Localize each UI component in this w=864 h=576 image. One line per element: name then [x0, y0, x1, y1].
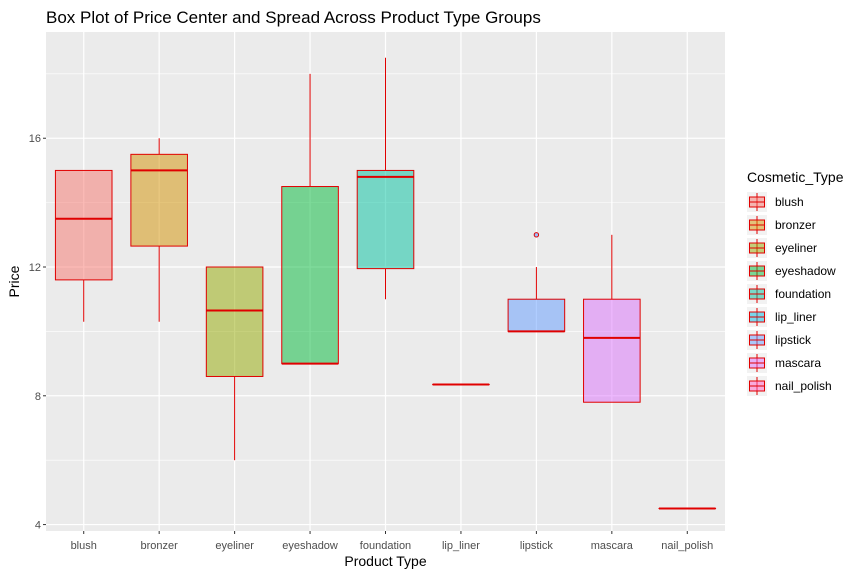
legend-label: eyeliner [775, 241, 817, 255]
y-tick-label: 12 [29, 262, 41, 274]
box-eyeliner [205, 266, 264, 461]
box-bronzer [130, 138, 188, 322]
x-tick-label: blush [71, 540, 97, 552]
legend-item-foundation: foundation [747, 284, 831, 304]
x-axis-title: Product Type [344, 553, 426, 569]
legend-label: lipstick [775, 333, 812, 347]
legend-item-mascara: mascara [747, 353, 821, 373]
legend-item-bronzer: bronzer [747, 215, 816, 235]
box-layer [54, 57, 717, 510]
box-eyeshadow [281, 73, 339, 365]
box-body [356, 169, 415, 270]
x-tick-label: eyeshadow [282, 540, 338, 552]
legend-label: mascara [775, 356, 821, 370]
legend-label: blush [775, 195, 804, 209]
legend-item-nail_polish: nail_polish [747, 376, 832, 396]
legend-label: nail_polish [775, 379, 832, 393]
legend-label: lip_liner [775, 310, 816, 324]
chart-title: Box Plot of Price Center and Spread Acro… [46, 8, 541, 27]
x-tick-label: eyeliner [215, 540, 254, 552]
legend-label: eyeshadow [775, 264, 836, 278]
box-blush [54, 169, 113, 322]
box-foundation [356, 57, 415, 300]
box-body [281, 186, 339, 365]
y-tick-label: 4 [35, 520, 41, 532]
axis-layer: 4 8 12 16 blush bronzer eyeliner eyeshadow found… [29, 133, 714, 552]
y-axis-title: Price [6, 265, 22, 297]
y-tick-label: 16 [29, 133, 41, 145]
x-tick-label: bronzer [141, 540, 179, 552]
x-tick-label: mascara [591, 540, 634, 552]
legend: blush bronzer eyeliner eyeshadow foundation l… [747, 192, 836, 396]
x-tick-label: nail_polish [661, 540, 713, 552]
x-tick-label: foundation [360, 540, 411, 552]
box-lipstick [507, 232, 566, 333]
box-body [130, 153, 188, 247]
legend-item-eyeliner: eyeliner [747, 238, 817, 258]
y-tick-label: 8 [35, 391, 41, 403]
box-body [205, 266, 264, 377]
legend-item-blush: blush [747, 192, 804, 212]
x-tick-label: lipstick [520, 540, 554, 552]
legend-title: Cosmetic_Type [747, 169, 844, 185]
x-tick-label: lip_liner [442, 540, 480, 552]
outlier-point [533, 232, 540, 238]
box-body [507, 298, 566, 332]
box-body [583, 298, 641, 403]
legend-item-lipstick: lipstick [747, 330, 812, 350]
box-body [54, 169, 113, 281]
legend-item-eyeshadow: eyeshadow [747, 261, 836, 281]
legend-label: foundation [775, 287, 831, 301]
legend-label: bronzer [775, 218, 816, 232]
legend-item-lip_liner: lip_liner [747, 307, 816, 327]
box-mascara [583, 234, 641, 403]
